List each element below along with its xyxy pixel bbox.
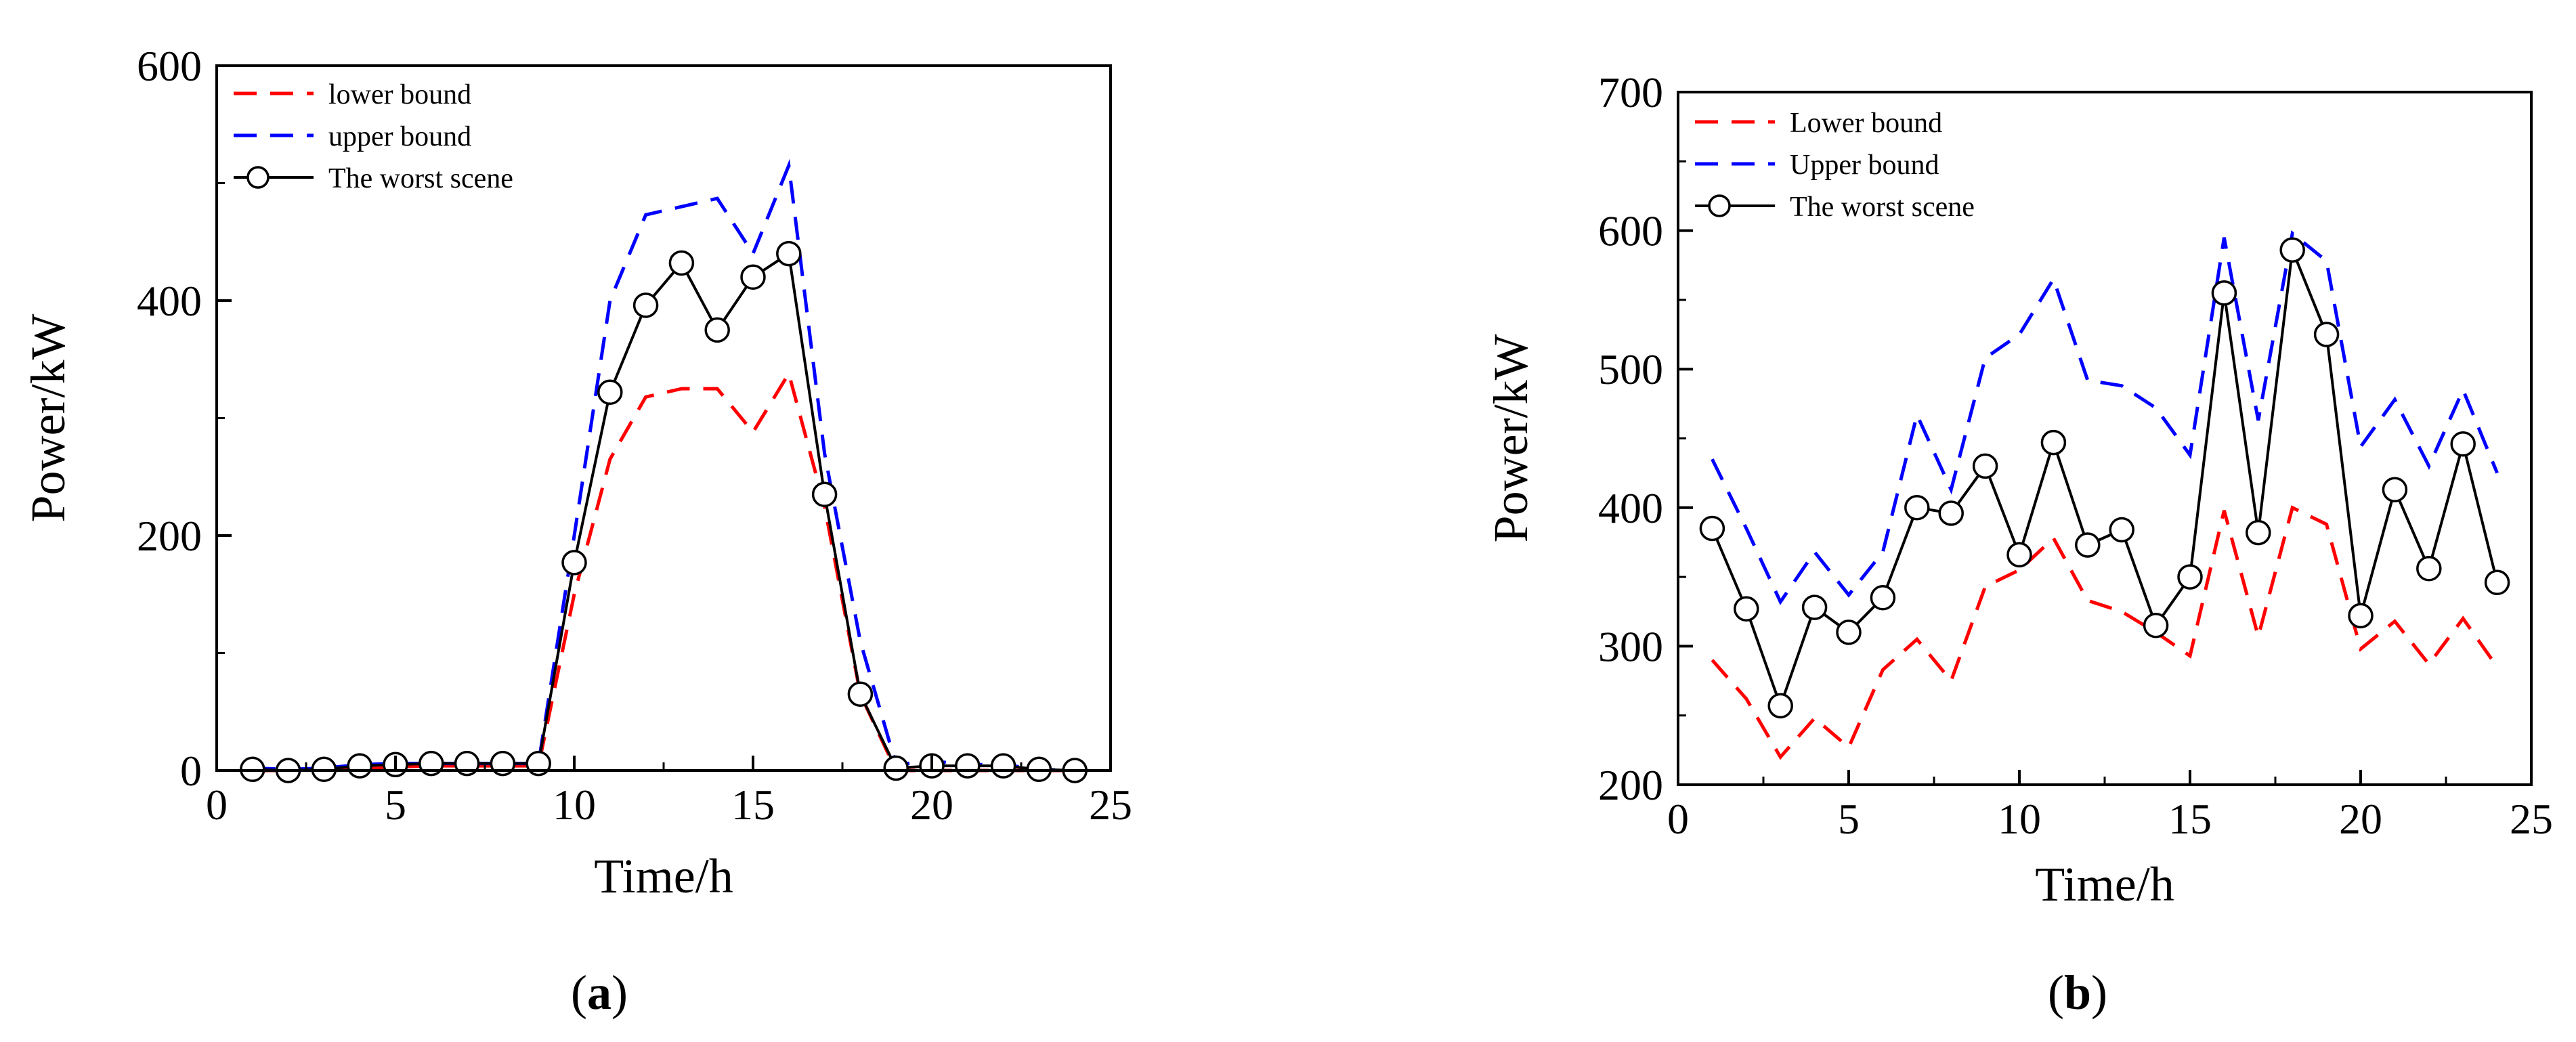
data-point xyxy=(2416,556,2442,582)
y-tick-label: 400 xyxy=(1598,484,1663,532)
y-tick-label: 600 xyxy=(137,42,202,90)
series-line-1 xyxy=(1711,505,2499,760)
data-point xyxy=(847,681,874,707)
legend: Lower bound Upper bound The worst scene xyxy=(1695,108,1975,223)
data-point xyxy=(2075,532,2101,558)
data-point xyxy=(2246,519,2271,546)
plot-area xyxy=(1699,230,2510,760)
x-tick-label: 0 xyxy=(1667,795,1689,843)
y-axis-label: Power/kW xyxy=(21,313,75,522)
series-line-2 xyxy=(252,158,1075,773)
data-point xyxy=(2109,517,2134,543)
data-point xyxy=(2450,431,2476,457)
legend-marker xyxy=(1708,194,1731,217)
data-point xyxy=(776,240,802,267)
data-point xyxy=(2143,612,2169,638)
chart-panel-a: 0 5 10 15 20 25 0 200 400 600 Time/h Power/kW lower … xyxy=(21,42,1132,1020)
data-point xyxy=(1904,495,1930,521)
y-tick-label: 0 xyxy=(180,747,202,795)
data-point xyxy=(561,550,587,576)
data-point xyxy=(1767,693,1793,719)
x-tick-label: 10 xyxy=(1998,795,2041,843)
legend-label: Lower bound xyxy=(1790,108,1942,139)
data-point xyxy=(811,481,838,508)
series-line-3 xyxy=(252,251,1075,773)
x-tick-label: 25 xyxy=(1089,781,1132,829)
y-tick-label: 200 xyxy=(137,512,202,560)
data-point xyxy=(347,753,372,779)
data-point xyxy=(1801,594,1828,620)
y-tick-label: 500 xyxy=(1598,345,1663,393)
x-tick-label: 15 xyxy=(731,781,775,829)
data-point xyxy=(2040,429,2067,456)
data-point xyxy=(1870,585,1896,611)
x-axis-label: Time/h xyxy=(2035,857,2174,911)
legend: lower bound upper bound The worst scene xyxy=(234,79,513,194)
x-tick-label: 5 xyxy=(385,781,406,829)
data-point xyxy=(668,250,695,276)
legend-label: lower bound xyxy=(328,79,471,110)
data-point xyxy=(2177,564,2203,590)
data-point xyxy=(2211,280,2237,306)
data-point xyxy=(1836,620,1862,645)
data-point xyxy=(2484,569,2510,596)
x-axis-label: Time/h xyxy=(594,849,733,903)
legend-label: upper bound xyxy=(328,121,471,152)
data-point xyxy=(597,379,623,406)
x-tick-label: 15 xyxy=(2168,795,2212,843)
data-point xyxy=(704,317,730,343)
y-tick-label: 300 xyxy=(1598,622,1663,670)
data-point xyxy=(1938,500,1964,526)
data-point xyxy=(632,292,659,318)
y-tick-label: 200 xyxy=(1598,761,1663,809)
data-point xyxy=(990,753,1016,779)
y-tick-label: 700 xyxy=(1598,68,1663,116)
series-line-3 xyxy=(1711,249,2499,710)
y-tick-label: 600 xyxy=(1598,207,1663,255)
data-point xyxy=(2382,477,2408,502)
x-tick-label: 20 xyxy=(910,781,953,829)
series-line-2 xyxy=(1711,230,2499,605)
x-tick-label: 10 xyxy=(553,781,596,829)
data-point xyxy=(740,264,766,290)
legend-marker xyxy=(246,166,270,189)
x-tick-label: 20 xyxy=(2339,795,2382,843)
data-point xyxy=(2313,322,2340,347)
data-point xyxy=(883,755,909,781)
data-point xyxy=(1699,515,1725,542)
chart-panel-b: 0 5 10 15 20 25 200 300 400 500 600 700 Time/h Power/… xyxy=(1484,68,2553,1020)
y-tick-label: 400 xyxy=(137,277,202,325)
panel-label: (a) xyxy=(571,965,628,1020)
data-point xyxy=(955,753,981,779)
legend-label: The worst scene xyxy=(328,163,513,194)
legend-label: Upper bound xyxy=(1790,150,1939,181)
y-axis-label: Power/kW xyxy=(1484,334,1538,542)
data-point xyxy=(1734,596,1759,622)
data-point xyxy=(2279,237,2305,263)
x-tick-label: 5 xyxy=(1838,795,1860,843)
data-point xyxy=(1972,453,1998,479)
plot-area xyxy=(240,158,1088,783)
data-point xyxy=(2348,603,2374,629)
x-tick-label: 0 xyxy=(206,781,228,829)
x-tick-label: 25 xyxy=(2510,795,2553,843)
legend-label: The worst scene xyxy=(1790,192,1975,223)
series-line-1 xyxy=(252,369,1075,773)
data-point xyxy=(2006,542,2032,568)
panel-label: (b) xyxy=(2048,965,2107,1020)
